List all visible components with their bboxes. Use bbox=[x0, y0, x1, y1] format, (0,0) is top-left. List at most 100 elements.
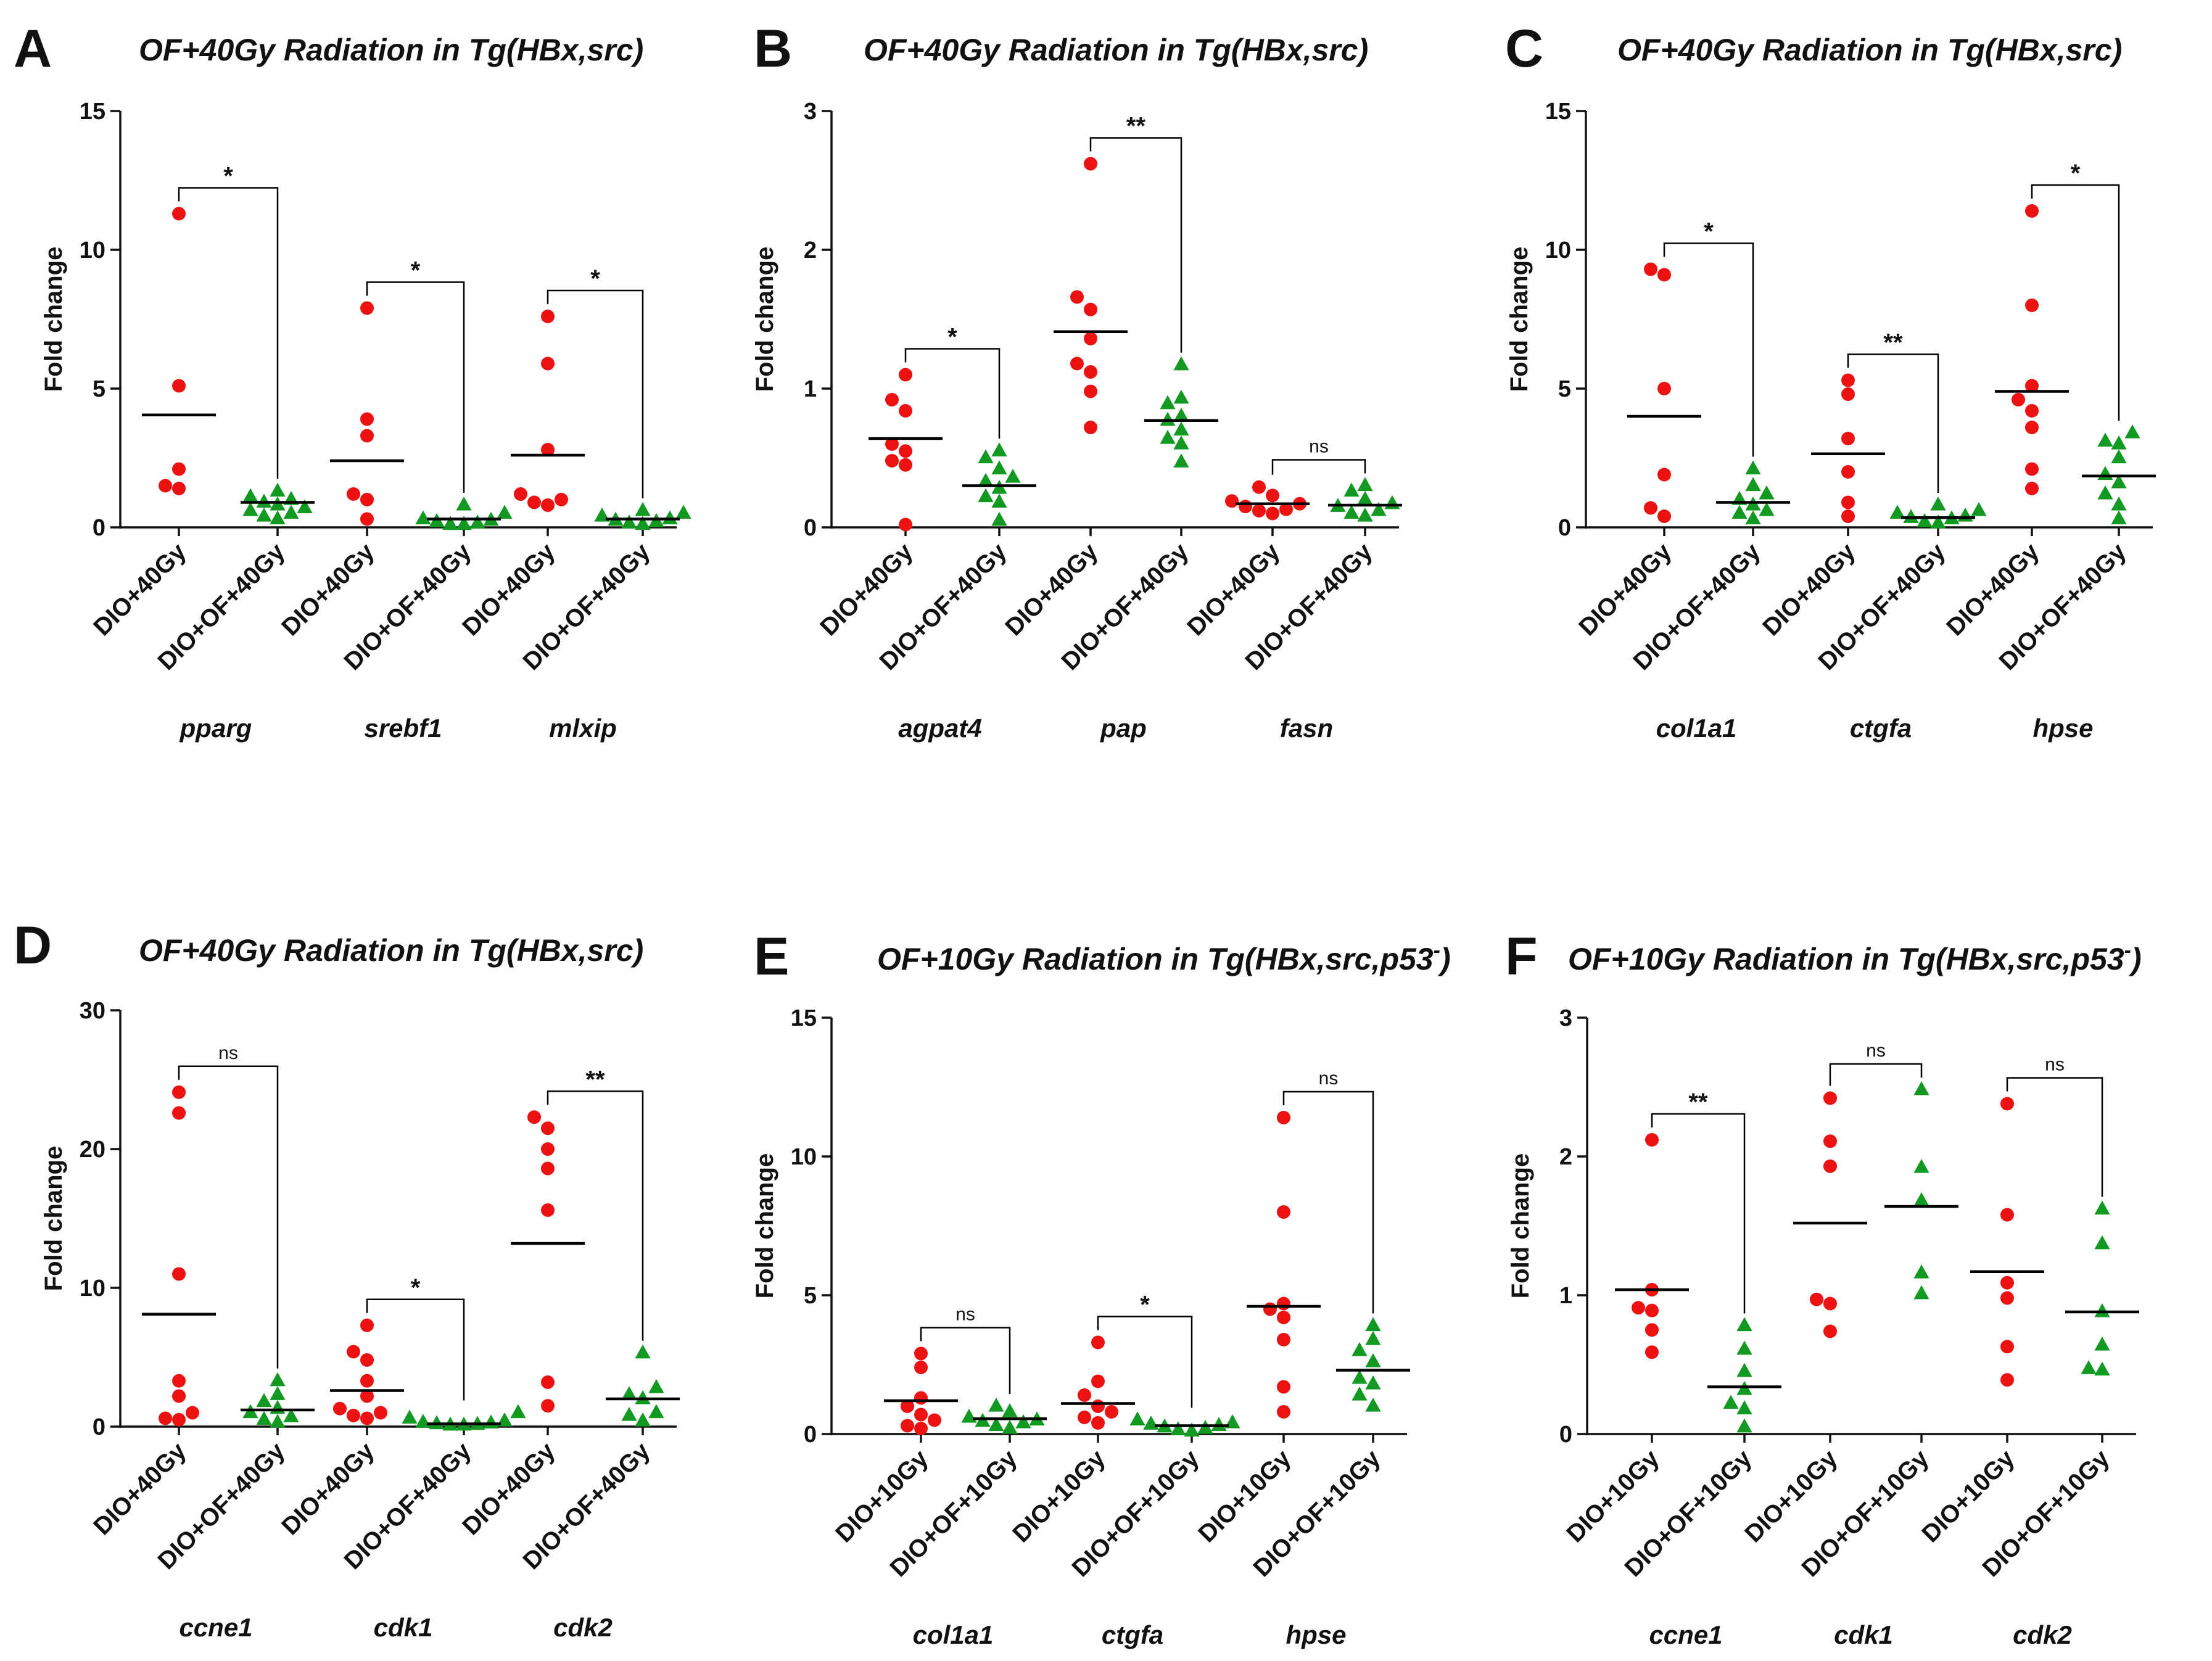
data-point-of bbox=[1745, 460, 1761, 475]
panel-b: B OF+40Gy Radiation in Tg(HBx,src) 0 1 2 3 Fol… bbox=[751, 19, 1402, 743]
data-point-of bbox=[270, 1386, 286, 1400]
panel-title-main: OF+40Gy Radiation in Tg(HBx,src) bbox=[139, 33, 643, 67]
data-point-of bbox=[2111, 510, 2127, 525]
data-point-of bbox=[1173, 435, 1189, 450]
significance-label: * bbox=[590, 265, 600, 292]
gene-label: hpse bbox=[1286, 1620, 1346, 1649]
data-point-dio bbox=[172, 1267, 186, 1281]
data-point-of bbox=[1736, 1317, 1752, 1332]
data-point-dio bbox=[1084, 384, 1097, 398]
data-point-of bbox=[1365, 1331, 1381, 1345]
gene-label: col1a1 bbox=[1656, 714, 1737, 743]
data-point-dio bbox=[172, 1085, 186, 1099]
y-tick-label: 5 bbox=[93, 376, 105, 402]
data-point-dio bbox=[360, 1374, 374, 1388]
data-point-of bbox=[1143, 1416, 1159, 1430]
data-point-of bbox=[2124, 424, 2140, 439]
significance-label: * bbox=[223, 163, 233, 190]
data-point-of bbox=[402, 1409, 418, 1424]
data-point-dio bbox=[1252, 480, 1266, 494]
data-point-of bbox=[1971, 502, 1987, 516]
data-point-of bbox=[1365, 1398, 1381, 1412]
data-point-of bbox=[1002, 1420, 1018, 1434]
data-point-of bbox=[621, 1386, 637, 1400]
data-point-dio bbox=[347, 487, 360, 501]
y-tick-label: 1 bbox=[804, 376, 817, 402]
data-point-of bbox=[2081, 1360, 2097, 1374]
y-tick-label: 0 bbox=[804, 515, 817, 541]
significance-bracket bbox=[2031, 184, 2120, 421]
y-tick-label: 0 bbox=[804, 1422, 817, 1448]
x-label-dio: DIO+40Gy bbox=[457, 538, 561, 641]
gene-label: mlxip bbox=[549, 714, 617, 743]
data-point-dio bbox=[360, 1318, 374, 1332]
data-point-dio bbox=[1078, 1388, 1091, 1402]
data-point-dio bbox=[1841, 509, 1855, 523]
data-point-of bbox=[1160, 411, 1176, 426]
data-point-dio bbox=[1091, 1335, 1105, 1350]
data-point-of bbox=[2097, 466, 2113, 480]
data-point-dio bbox=[541, 1375, 555, 1389]
data-point-dio bbox=[347, 1409, 360, 1422]
data-point-of bbox=[1736, 1362, 1752, 1377]
data-point-of bbox=[648, 1404, 664, 1419]
x-label-dio: DIO+40Gy bbox=[88, 1437, 192, 1541]
data-point-dio bbox=[899, 517, 912, 532]
data-point-of bbox=[978, 472, 994, 487]
panel-c: C OF+40Gy Radiation in Tg(HBx,src) 0 5 10 15 F… bbox=[1505, 19, 2156, 743]
data-point-of bbox=[270, 482, 286, 497]
panel-letter: C bbox=[1505, 19, 1543, 78]
data-point-of bbox=[1005, 469, 1021, 483]
data-point-of bbox=[469, 514, 485, 529]
data-point-dio bbox=[1841, 387, 1855, 401]
data-point-of bbox=[1015, 1414, 1031, 1428]
data-point-dio bbox=[360, 493, 374, 506]
data-point-dio bbox=[1657, 509, 1671, 523]
y-tick-label: 10 bbox=[1545, 237, 1571, 263]
y-tick-label: 20 bbox=[80, 1137, 105, 1163]
data-point-of bbox=[1160, 430, 1176, 444]
data-point-of bbox=[2097, 485, 2113, 500]
data-point-dio bbox=[1091, 1416, 1105, 1430]
y-tick-label: 0 bbox=[1559, 1422, 1572, 1448]
data-point-dio bbox=[1263, 1302, 1277, 1316]
data-point-dio bbox=[2000, 1276, 2014, 1290]
data-point-of bbox=[1352, 1342, 1368, 1356]
data-point-of bbox=[988, 1417, 1004, 1432]
data-point-of bbox=[2111, 497, 2127, 511]
gene-label: ccne1 bbox=[1649, 1620, 1722, 1649]
data-point-of bbox=[1357, 491, 1373, 505]
significance-label: ns bbox=[2045, 1055, 2065, 1075]
data-point-dio bbox=[333, 1401, 347, 1416]
y-tick-label: 1 bbox=[1559, 1283, 1572, 1309]
data-point-of bbox=[242, 502, 258, 516]
significance-bracket bbox=[1089, 137, 1182, 353]
data-point-of bbox=[2094, 1200, 2110, 1215]
data-point-dio bbox=[1810, 1292, 1823, 1306]
gene-label: pap bbox=[1100, 714, 1147, 743]
data-point-dio bbox=[159, 1411, 172, 1425]
x-label-dio: DIO+40Gy bbox=[1182, 538, 1286, 641]
data-point-of bbox=[270, 1372, 286, 1387]
significance-label: ns bbox=[1319, 1068, 1339, 1089]
panel-a: A OF+40Gy Radiation in Tg(HBx,src) 0 5 10 15 F… bbox=[14, 19, 691, 743]
y-tick-label: 5 bbox=[1558, 376, 1571, 402]
data-point-of bbox=[1913, 1159, 1929, 1173]
data-point-dio bbox=[928, 1413, 941, 1427]
gene-label: col1a1 bbox=[913, 1620, 994, 1649]
data-point-dio bbox=[1277, 1380, 1290, 1394]
data-point-of bbox=[991, 460, 1007, 475]
data-point-of bbox=[1913, 1264, 1929, 1279]
data-point-dio bbox=[541, 1399, 555, 1413]
y-tick-label: 10 bbox=[80, 237, 105, 263]
significance-label: ** bbox=[1126, 113, 1146, 140]
data-point-of bbox=[1736, 1400, 1752, 1415]
y-tick-label: 10 bbox=[791, 1144, 817, 1170]
y-axis-label: Fold change bbox=[1506, 247, 1533, 392]
data-point-of bbox=[1957, 508, 1973, 522]
y-tick-label: 0 bbox=[93, 515, 105, 541]
significance-label: * bbox=[411, 1274, 421, 1301]
data-point-of bbox=[297, 499, 313, 514]
panel-title-end: ) bbox=[1437, 942, 1451, 976]
y-tick-label: 10 bbox=[80, 1276, 105, 1301]
